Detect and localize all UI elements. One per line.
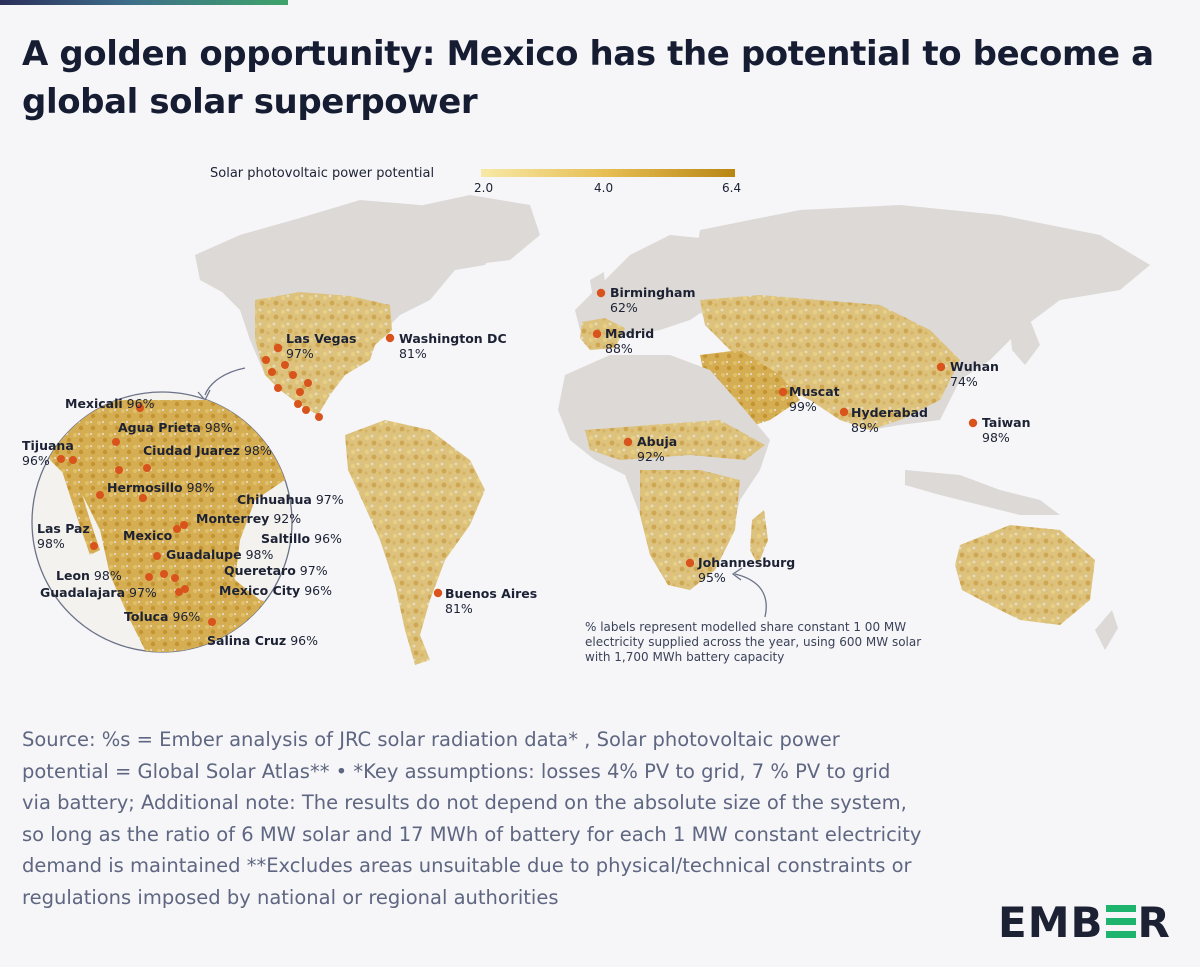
inset-label-mexico: Mexico xyxy=(123,528,173,543)
inset-label-saltillo: Saltillo 96% xyxy=(261,531,342,546)
inset-dot-mexicali xyxy=(136,404,144,412)
chart-title: A golden opportunity: Mexico has the pot… xyxy=(22,34,1154,122)
landmass-indonesia xyxy=(905,470,1060,515)
city-label-taiwan: Taiwan 98% xyxy=(982,415,1031,445)
landmass-sahel-solar xyxy=(585,420,765,460)
inset-dot-saltillo xyxy=(180,521,188,529)
inset-label-chihuahua: Chihuahua 97% xyxy=(237,492,344,507)
city-dot-mexico-cluster xyxy=(294,400,302,408)
city-dot-birmingham xyxy=(596,288,606,298)
city-dot-mexico-cluster xyxy=(296,388,304,396)
landmass-north-america-solar xyxy=(255,292,392,415)
city-label-hyderabad: Hyderabad 89% xyxy=(851,405,928,435)
city-label-muscat: Muscat 99% xyxy=(789,384,840,414)
landmass-japan xyxy=(1010,320,1040,365)
landmass-australia xyxy=(955,525,1095,625)
inset-dot-toluca xyxy=(181,585,189,593)
city-dot-mexico-cluster xyxy=(281,361,289,369)
landmass-africa-solar xyxy=(640,470,740,590)
inset-label-agua-prieta: Agua Prieta 98% xyxy=(118,420,233,435)
legend-tick-max: 6.4 xyxy=(722,181,742,195)
inset-label-leon: Leon 98% xyxy=(56,568,122,583)
city-label-washington-dc: Washington DC 81% xyxy=(399,331,507,361)
annotation-note: % labels represent modelled share consta… xyxy=(585,620,922,664)
city-label-johannesburg: Johannesburg 95% xyxy=(698,555,796,585)
inset-label-monterrey: Monterrey 92% xyxy=(196,511,302,526)
inset-landmass-baja xyxy=(60,465,100,555)
inset-label-mexico-city: Mexico City 96% xyxy=(219,583,332,598)
inset-dot-las-paz xyxy=(90,542,98,550)
city-dot-madrid xyxy=(592,329,602,339)
legend-tick-min: 2.0 xyxy=(474,181,494,195)
source-footnote: Source: %s = Ember analysis of JRC solar… xyxy=(22,728,922,909)
inset-dot-guadalupe xyxy=(153,552,161,560)
inset-dot-tijuana-2 xyxy=(69,456,77,464)
inset-label-queretaro: Queretaro 97% xyxy=(224,563,328,578)
note-pointer-arrowhead xyxy=(731,567,743,581)
city-label-birmingham: Birmingham 62% xyxy=(610,285,696,315)
inset-label-hermosillo: Hermosillo 98% xyxy=(107,480,215,495)
city-dot-johannesburg xyxy=(685,558,695,568)
city-dot-las-vegas xyxy=(273,343,283,353)
city-label-buenos-aires: Buenos Aires 81% xyxy=(445,586,538,616)
city-dot-washington-dc xyxy=(385,333,395,343)
city-dot-muscat xyxy=(778,387,788,397)
inset-label-guadalupe: Guadalupe 98% xyxy=(166,547,274,562)
inset-dot-leon xyxy=(145,573,153,581)
city-dot-mexico-cluster xyxy=(304,379,312,387)
city-label-wuhan: Wuhan 74% xyxy=(950,359,999,389)
city-label-las-vegas: Las Vegas 97% xyxy=(286,331,357,361)
inset-dot-monterrey xyxy=(173,525,181,533)
inset-label-las-paz: Las Paz 98% xyxy=(37,521,90,551)
legend-label: Solar photovoltaic power potential xyxy=(210,166,435,181)
mexico-inset-map xyxy=(40,400,292,652)
city-label-abuja: Abuja 92% xyxy=(637,434,678,464)
inset-dot-ciudad-juarez xyxy=(115,466,123,474)
inset-label-mexicali: Mexicali 96% xyxy=(65,396,155,411)
legend-color-scale xyxy=(481,169,735,177)
city-dot-mexico-cluster xyxy=(289,371,297,379)
city-dot-taiwan xyxy=(968,418,978,428)
city-dot-mexico-cluster xyxy=(262,356,270,364)
city-dot-mexico-cluster xyxy=(274,384,282,392)
inset-dot-queretaro xyxy=(160,570,168,578)
city-dot-mexico-cluster xyxy=(268,368,276,376)
inset-dot-ciudad-juarez-2 xyxy=(143,464,151,472)
city-dot-wuhan xyxy=(936,362,946,372)
inset-label-guadalajara: Guadalajara 97% xyxy=(40,585,157,600)
inset-dot-chihuahua xyxy=(139,494,147,502)
landmass-greenland xyxy=(400,195,540,265)
inset-dot-mexico-city xyxy=(175,588,183,596)
ember-logo: EMB R xyxy=(998,898,1171,947)
legend-tick-mid: 4.0 xyxy=(594,181,614,195)
city-dot-mexico-cluster xyxy=(302,406,310,414)
inset-dot-hermosillo xyxy=(96,491,104,499)
landmass-madagascar xyxy=(750,510,768,565)
city-dot-abuja xyxy=(623,437,633,447)
inset-label-salina-cruz: Salina Cruz 96% xyxy=(207,633,318,648)
landmass-asia-solar xyxy=(700,295,960,430)
inset-label-tijuana: Tijuana 96% xyxy=(22,438,74,468)
inset-dot-salina-cruz xyxy=(208,618,216,626)
landmass-new-zealand xyxy=(1095,610,1118,650)
city-dot-mexico-cluster xyxy=(315,413,323,421)
inset-dot-agua-prieta xyxy=(112,438,120,446)
note-pointer-arrow xyxy=(734,573,767,618)
landmass-iberia-solar xyxy=(580,318,625,350)
inset-label-ciudad-juarez: Ciudad Juarez 98% xyxy=(143,443,272,458)
inset-landmass-mexico xyxy=(40,400,292,652)
inset-dot-tijuana xyxy=(57,455,65,463)
inset-pointer-arrow xyxy=(204,367,246,396)
landmass-south-america xyxy=(345,420,485,665)
city-dot-buenos-aires xyxy=(433,588,443,598)
inset-label-toluca: Toluca 96% xyxy=(124,609,201,624)
world-map xyxy=(31,195,1150,665)
top-accent-bar xyxy=(0,0,288,5)
city-dot-hyderabad xyxy=(839,407,849,417)
logo-accent-e xyxy=(1105,905,1136,939)
inset-dot-guadalajara xyxy=(171,574,179,582)
city-label-madrid: Madrid 88% xyxy=(605,326,655,356)
